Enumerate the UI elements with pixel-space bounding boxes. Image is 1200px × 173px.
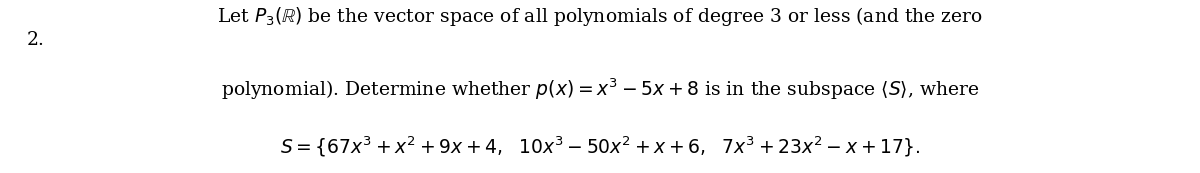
Text: Let $P_3(\mathbb{R})$ be the vector space of all polynomials of degree 3 or less: Let $P_3(\mathbb{R})$ be the vector spac…	[217, 5, 983, 28]
Text: 2.: 2.	[26, 31, 44, 49]
Text: $S = \{67x^3 + x^2 + 9x + 4, \ \ 10x^3 - 50x^2 + x + 6, \ \ 7x^3 + 23x^2 - x + 1: $S = \{67x^3 + x^2 + 9x + 4, \ \ 10x^3 -…	[280, 135, 920, 159]
Text: polynomial). Determine whether $p(x) = x^3 - 5x + 8$ is in the subspace $\langle: polynomial). Determine whether $p(x) = x…	[221, 76, 979, 102]
